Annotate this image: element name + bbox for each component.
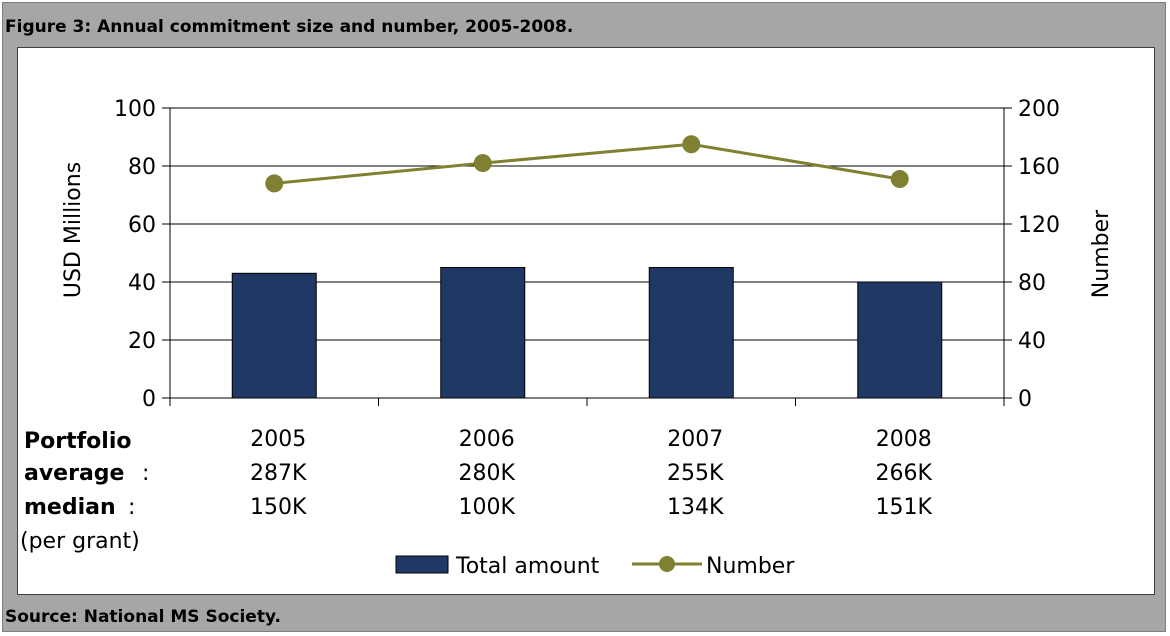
y2-tick-label: 40	[1018, 329, 1046, 354]
legend: Total amount Number	[395, 554, 795, 579]
x-tick-label: 2006	[459, 427, 515, 452]
average-label: average	[24, 461, 124, 486]
y2-tick-label: 80	[1018, 271, 1046, 296]
median-value: 151K	[876, 495, 933, 520]
axes	[162, 107, 1012, 406]
line-point	[265, 174, 284, 193]
y2-axis-title: Number	[1089, 209, 1114, 298]
average-value: 255K	[667, 461, 724, 486]
y-tick-label: 40	[128, 271, 156, 296]
average-colon: :	[142, 461, 149, 486]
line-path	[274, 142, 900, 185]
tick-labels: 0 20 40 60 80 100 0 40 80 120 160 200	[114, 97, 1060, 412]
line-series	[265, 135, 909, 193]
figure-title: Figure 3: Annual commitment size and num…	[5, 17, 574, 37]
y2-tick-label: 120	[1018, 213, 1060, 238]
portfolio-table: 2005 287K 150K 2006 280K 100K 2007 255K 134K 2008…	[20, 427, 933, 554]
source-note: Source: National MS Society.	[5, 607, 281, 627]
bar	[857, 281, 943, 399]
x-tick-label: 2005	[250, 427, 306, 452]
bar	[231, 272, 317, 399]
bar-series	[231, 267, 943, 399]
per-grant-note: (per grant)	[20, 529, 140, 554]
y2-tick-label: 0	[1018, 387, 1032, 412]
average-value: 266K	[876, 461, 933, 486]
y-tick-label: 0	[142, 387, 156, 412]
median-value: 100K	[459, 495, 516, 520]
average-value: 287K	[250, 461, 307, 486]
y-tick-label: 80	[128, 155, 156, 180]
line-point	[682, 135, 701, 154]
y-tick-label: 100	[114, 97, 156, 122]
y2-tick-label: 200	[1018, 97, 1060, 122]
y-tick-label: 20	[128, 329, 156, 354]
legend-bar-swatch	[395, 555, 449, 574]
portfolio-heading: Portfolio	[24, 429, 132, 454]
x-tick-label: 2007	[667, 427, 723, 452]
line-point	[890, 170, 909, 189]
legend-line-label: Number	[706, 554, 795, 579]
median-value: 134K	[667, 495, 724, 520]
x-tick-label: 2008	[876, 427, 932, 452]
y2-tick-label: 160	[1018, 155, 1060, 180]
legend-line-marker	[659, 556, 675, 572]
median-colon: :	[128, 495, 135, 520]
y-tick-label: 60	[128, 213, 156, 238]
bar	[440, 267, 526, 399]
bar	[648, 267, 734, 399]
legend-bar-label: Total amount	[455, 554, 600, 579]
median-label: median	[24, 495, 116, 520]
average-value: 280K	[459, 461, 516, 486]
median-value: 150K	[250, 495, 307, 520]
line-point	[473, 154, 492, 173]
y-axis-title: USD Millions	[61, 162, 86, 298]
chart-area: 0 20 40 60 80 100 0 40 80 120 160 200 USD Millions …	[17, 47, 1155, 595]
